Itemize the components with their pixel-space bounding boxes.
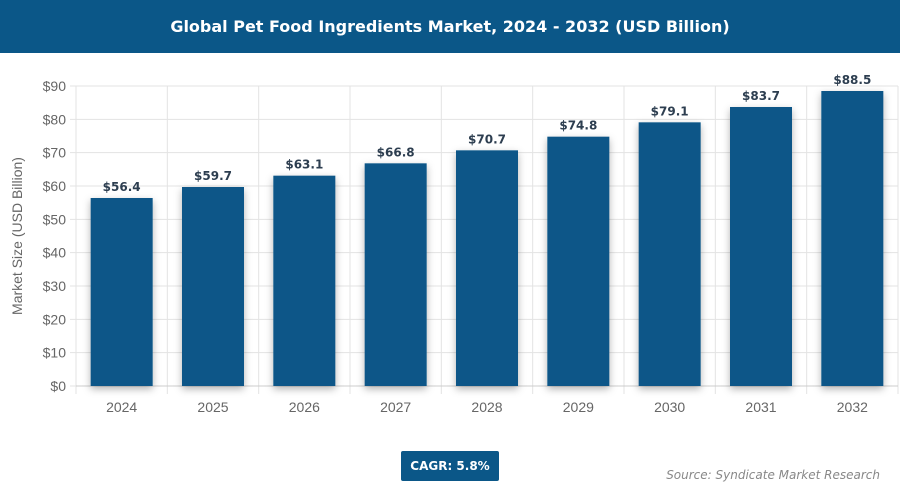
bar [547,136,610,386]
y-tick-label: $40 [43,245,67,261]
bar [364,163,427,386]
data-label: $79.1 [651,104,689,118]
data-label: $56.4 [103,180,141,194]
x-tick-label: 2025 [197,399,228,415]
bar [273,175,336,386]
bar [638,122,701,386]
cagr-badge: CAGR: 5.8% [401,451,499,481]
bar [182,187,244,386]
y-tick-label: $80 [43,111,67,127]
x-tick-label: 2027 [380,399,411,415]
bar [821,91,884,386]
x-tick-label: 2032 [837,399,868,415]
y-tick-label: $0 [50,378,66,394]
bar [456,150,518,386]
data-label: $63.1 [285,158,323,172]
y-axis-label: Market Size (USD Billion) [9,157,25,315]
y-tick-label: $20 [43,311,67,327]
x-tick-label: 2024 [106,399,137,415]
bar [730,107,792,386]
data-label: $70.7 [468,132,506,146]
y-tick-label: $90 [43,78,67,94]
y-tick-label: $70 [43,145,67,161]
data-label: $88.5 [833,73,871,87]
y-tick-label: $50 [43,211,67,227]
x-tick-label: 2029 [563,399,594,415]
bar [90,198,153,386]
data-label: $74.8 [559,119,597,133]
data-label: $66.8 [377,145,415,159]
y-tick-label: $30 [43,278,67,294]
x-tick-label: 2026 [289,399,320,415]
data-label: $83.7 [742,89,780,103]
y-tick-label: $10 [43,345,67,361]
x-tick-label: 2028 [471,399,502,415]
y-tick-label: $60 [43,178,67,194]
data-label: $59.7 [194,169,232,183]
source-note: Source: Syndicate Market Research [666,468,880,482]
chart-title: Global Pet Food Ingredients Market, 2024… [0,0,900,53]
x-tick-label: 2031 [745,399,776,415]
x-tick-label: 2030 [654,399,685,415]
